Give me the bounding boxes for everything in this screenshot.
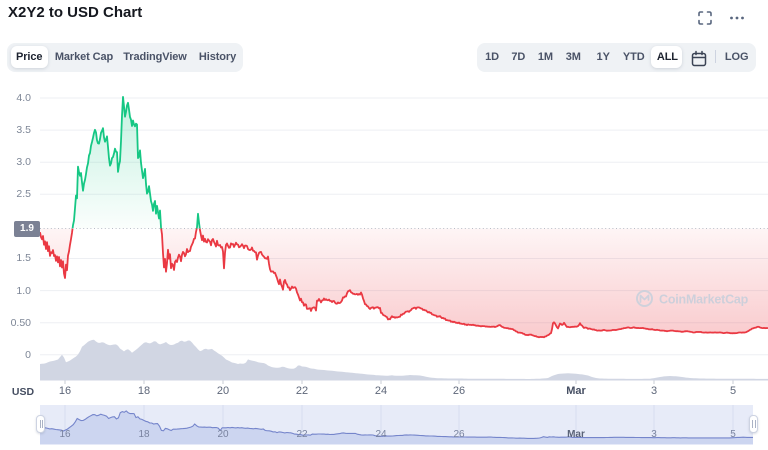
svg-text:CoinMarketCap: CoinMarketCap	[659, 293, 749, 307]
